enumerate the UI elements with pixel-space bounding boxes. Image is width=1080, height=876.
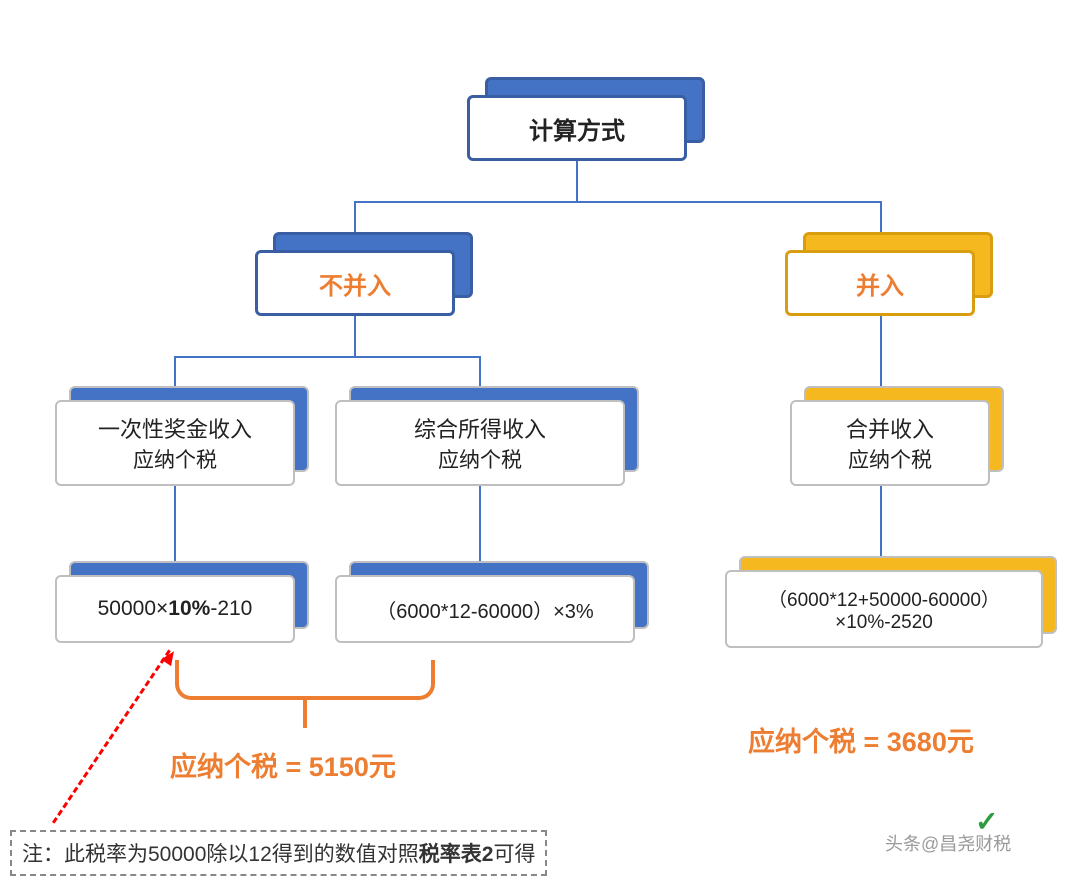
- root-label: 计算方式: [529, 111, 625, 146]
- leaf-a-line1: 一次性奖金收入: [98, 412, 252, 444]
- branch-right-label: 并入: [856, 266, 904, 301]
- calc-c-line2: ×10%-2520: [835, 612, 933, 634]
- branch-left-label: 不并入: [319, 266, 391, 301]
- leaf-a-line2: 应纳个税: [133, 444, 217, 474]
- calc-b-text: （6000*12-60000）×3%: [376, 595, 593, 624]
- brace-stem: [303, 700, 307, 728]
- calc-a-text: 50000×10%-210: [98, 597, 253, 621]
- conn-level1-bar: [354, 201, 882, 203]
- conn-left-down2: [354, 316, 356, 356]
- note-box: 注：此税率为50000除以12得到的数值对照税率表2可得: [10, 830, 547, 876]
- brace-icon: [175, 660, 435, 700]
- leaf-b-line1: 综合所得收入: [414, 412, 546, 444]
- result-right: 应纳个税 = 3680元: [748, 720, 974, 759]
- leaf-c-line1: 合并收入: [846, 412, 934, 444]
- leaf-c-line2: 应纳个税: [848, 444, 932, 474]
- conn-level2-bar: [174, 356, 480, 358]
- watermark-text: 头条@昌尧财税: [885, 830, 1011, 856]
- conn-root-down: [576, 161, 578, 201]
- result-left: 应纳个税 = 5150元: [170, 745, 396, 784]
- calc-c-line1: （6000*12+50000-60000）: [768, 585, 1000, 612]
- arrow-line: [52, 650, 171, 824]
- leaf-b-line2: 应纳个税: [438, 444, 522, 474]
